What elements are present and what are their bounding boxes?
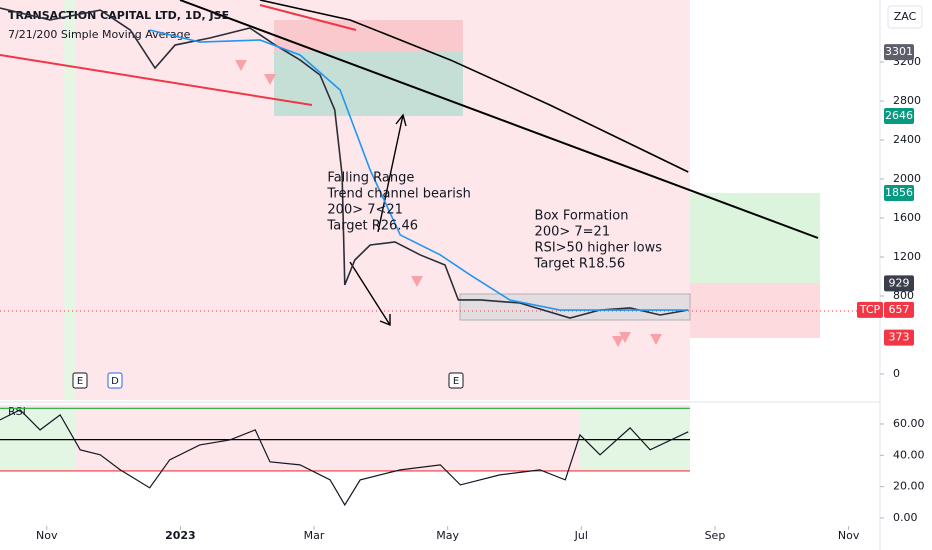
price-label-text: 373 (889, 331, 910, 344)
series-line (0, 7, 689, 319)
trendline (0, 54, 313, 106)
markers (235, 60, 662, 347)
x-tick-label: 2023 (165, 529, 196, 542)
annotation: Target R26.46 (326, 219, 418, 234)
currency[interactable]: ZAC (894, 10, 917, 23)
event-label: E (453, 376, 459, 387)
event-icon (72, 372, 88, 389)
event-icon (448, 372, 464, 389)
annotation: Falling Range (327, 171, 414, 186)
arrows (349, 113, 407, 327)
price-label-text: 3301 (885, 45, 913, 58)
price-label (884, 108, 914, 125)
series-line (149, 29, 689, 311)
symbol-text: TCP (859, 303, 881, 316)
price-label-text: 657 (889, 303, 910, 316)
x-tick-label: May (436, 529, 459, 542)
trendline (259, 4, 357, 31)
x-tick-label: Sep (705, 529, 726, 542)
stop-box (690, 283, 820, 338)
event-label: D (111, 376, 119, 387)
chart-title: TRANSACTION CAPITAL LTD, 1D, JSE (8, 9, 229, 22)
series-line (0, 409, 689, 507)
y-tick-label: 0 (893, 367, 900, 380)
annotation: Target R18.56 (534, 257, 626, 272)
price-label-text: 1856 (885, 186, 913, 199)
x-tick-label: Jul (574, 529, 588, 542)
currency-button[interactable] (887, 5, 923, 29)
annotation: 200> 7=21 (535, 225, 611, 240)
price-label (884, 329, 914, 346)
rsi-tick-label: 0.00 (893, 511, 918, 524)
subtitle: 7/21/200 Simple Moving Average (8, 28, 191, 41)
annotation: Trend channel bearish (326, 187, 470, 202)
x-tick-label: Nov (838, 529, 860, 542)
target-box (274, 51, 463, 116)
symbol-label (857, 301, 883, 318)
event-icon (107, 372, 123, 389)
y-tick-label: 800 (893, 289, 914, 302)
price-label (884, 275, 914, 292)
series-line (259, 0, 689, 173)
price-label (884, 185, 914, 202)
price-label (884, 44, 914, 61)
rsi-tick-label: 20.00 (893, 480, 925, 493)
y-tick-label: 1600 (893, 211, 921, 224)
y-tick-label: 2000 (893, 172, 921, 185)
annotation: Box Formation (535, 209, 629, 224)
price-label-text: 929 (889, 276, 910, 289)
y-tick-label: 2400 (893, 133, 921, 146)
rsi-tick-label: 60.00 (893, 417, 925, 430)
box-formation (459, 293, 691, 321)
target-box (690, 193, 820, 283)
price-label-text: 2646 (885, 109, 913, 122)
y-tick-label: 1200 (893, 250, 921, 263)
rsi-zone (0, 405, 690, 471)
annotation: RSI>50 higher lows (535, 241, 663, 256)
price-label (884, 301, 914, 318)
x-tick-label: Nov (36, 529, 58, 542)
rsi-tick-label: 40.00 (893, 448, 925, 461)
y-tick-label: 2800 (893, 94, 921, 107)
x-tick-label: Mar (304, 529, 325, 542)
trendline (179, 0, 819, 239)
zone-bg (63, 0, 75, 400)
annotation: 200> 7<21 (327, 203, 403, 218)
event-label: E (77, 376, 83, 387)
